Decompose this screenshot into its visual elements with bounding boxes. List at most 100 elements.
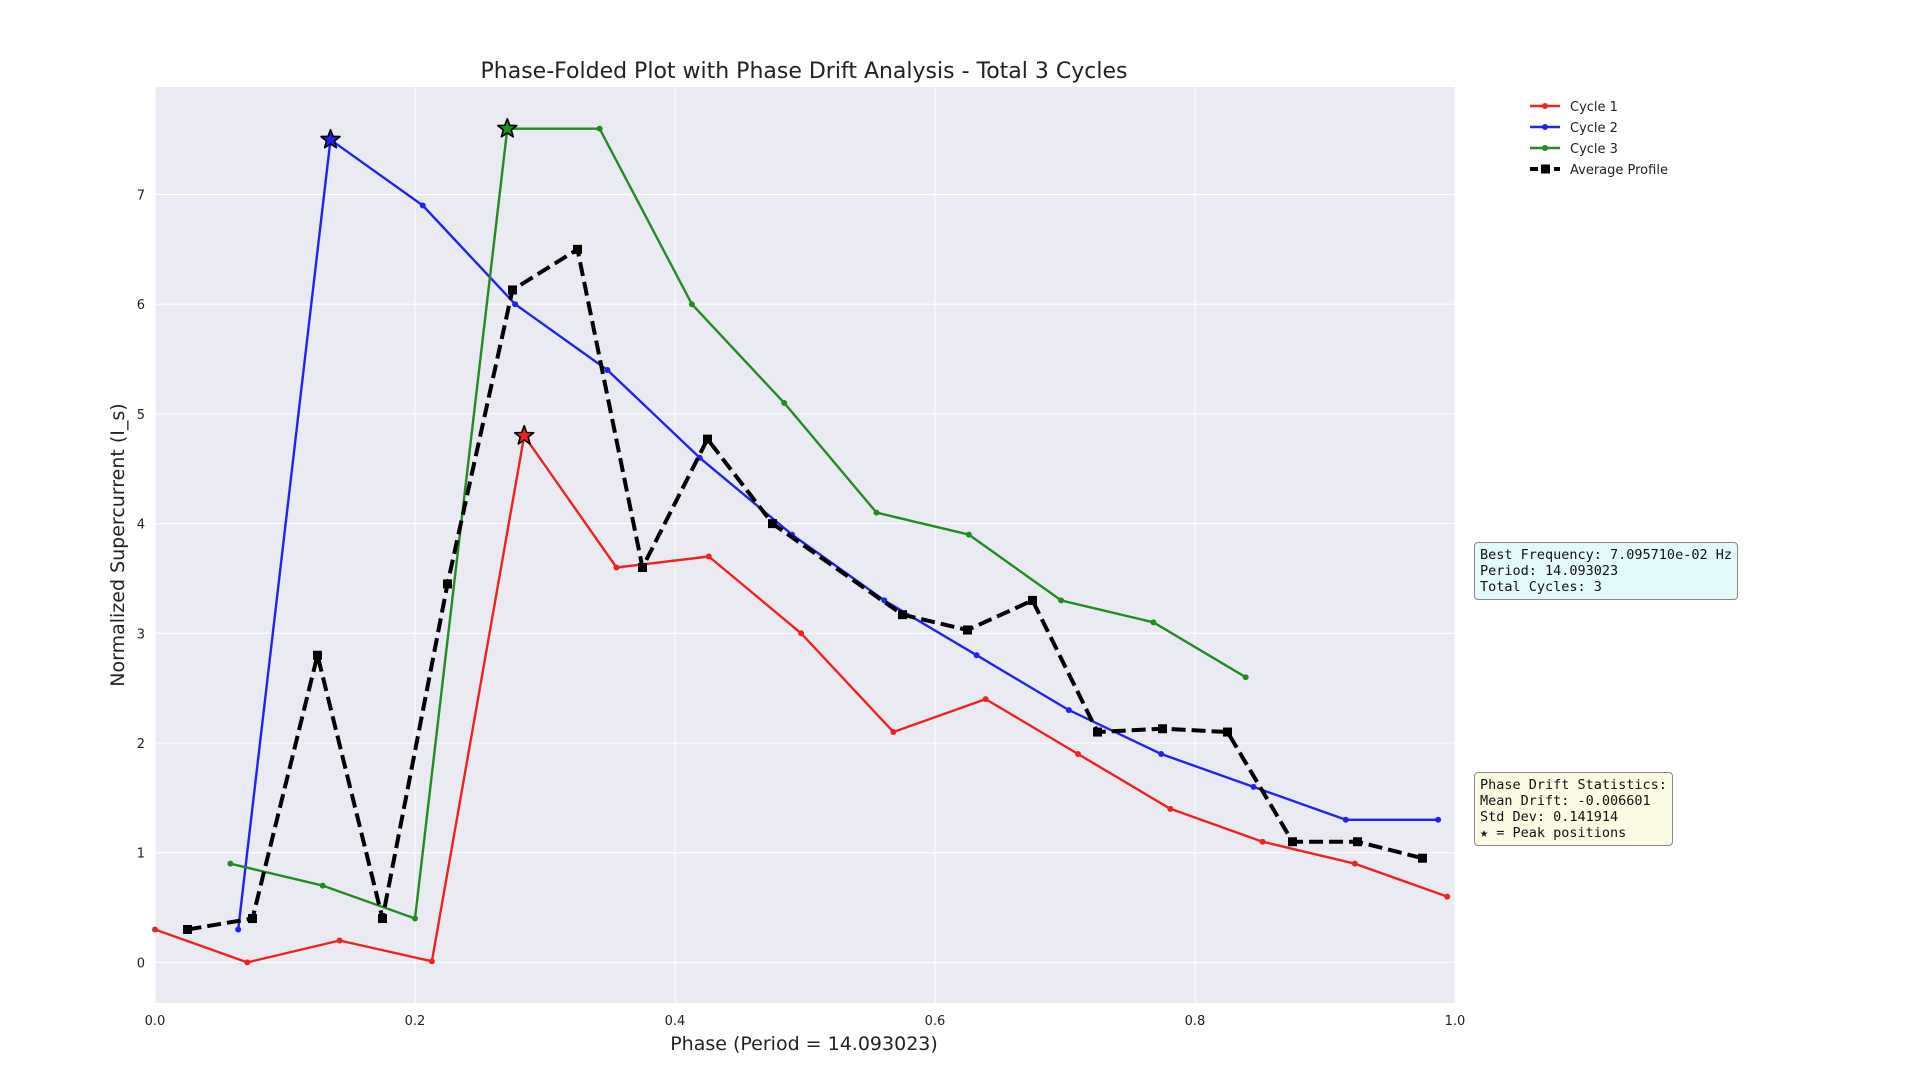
- data-point: [1418, 853, 1427, 863]
- data-point: [1435, 816, 1442, 823]
- legend-marker: [1542, 145, 1548, 151]
- data-point: [703, 434, 712, 444]
- x-tick-label: 0.8: [1185, 1014, 1206, 1029]
- data-point: [313, 650, 322, 660]
- data-point: [378, 914, 387, 924]
- data-point: [1351, 860, 1358, 867]
- data-point: [881, 597, 888, 604]
- data-point: [183, 925, 192, 935]
- data-point: [768, 519, 777, 529]
- info-line-period: Period: 14.093023: [1480, 563, 1619, 579]
- data-point: [973, 652, 980, 659]
- data-point: [573, 244, 582, 254]
- data-point: [1353, 837, 1362, 847]
- data-point: [873, 509, 880, 516]
- x-tick-label: 0.2: [405, 1014, 426, 1029]
- stats-line-peak-note: ★ = Peak positions: [1480, 825, 1627, 841]
- data-point: [1288, 837, 1297, 847]
- data-point: [412, 915, 418, 922]
- legend-label: Cycle 3: [1570, 142, 1618, 157]
- peak-star-cycle-2: [320, 128, 341, 149]
- info-line-cycles: Total Cycles: 3: [1480, 579, 1602, 595]
- data-point: [963, 625, 972, 635]
- y-tick-label: 7: [137, 189, 145, 204]
- data-point: [638, 562, 647, 572]
- data-point: [1075, 750, 1081, 757]
- peak-star-cycle-3: [497, 117, 518, 138]
- data-point: [443, 579, 452, 589]
- data-point: [1150, 619, 1157, 626]
- data-point: [1242, 674, 1249, 681]
- series-layer: [152, 125, 1451, 966]
- data-point: [1342, 816, 1349, 823]
- data-point: [1093, 727, 1102, 737]
- legend-entry-cycle-1: Cycle 1: [1530, 100, 1618, 115]
- y-tick-label: 0: [137, 956, 145, 971]
- data-point: [965, 531, 972, 538]
- data-point: [1167, 805, 1174, 812]
- data-point: [227, 860, 234, 867]
- legend-label: Average Profile: [1570, 163, 1668, 178]
- data-point: [244, 959, 251, 966]
- legend: Cycle 1 Cycle 2 Cycle 3 Average Profile: [1530, 100, 1668, 178]
- x-tick-label: 0.4: [665, 1014, 686, 1029]
- info-line-frequency: Best Frequency: 7.095710e-02 Hz: [1480, 547, 1732, 563]
- y-tick-label: 1: [137, 847, 145, 862]
- data-point: [890, 729, 897, 736]
- data-point: [1259, 838, 1266, 845]
- legend-entry-cycle-3: Cycle 3: [1530, 142, 1618, 157]
- x-tick-label: 1.0: [1445, 1014, 1466, 1029]
- series-average-profile: [183, 244, 1427, 935]
- stats-line-std-dev: Std Dev: 0.141914: [1480, 809, 1619, 825]
- data-point: [604, 367, 611, 374]
- data-point: [596, 125, 603, 132]
- series-cycle-1: [152, 432, 1451, 966]
- legend-entry-average-profile: Average Profile: [1530, 163, 1668, 178]
- data-point: [152, 926, 158, 933]
- data-point: [419, 202, 426, 209]
- y-tick-label: 6: [137, 298, 145, 313]
- legend-marker: [1542, 103, 1548, 109]
- legend-label: Cycle 2: [1570, 121, 1618, 136]
- data-point: [781, 399, 788, 406]
- data-point: [1065, 707, 1072, 714]
- data-point: [898, 610, 907, 620]
- peak-markers: [320, 117, 535, 445]
- peak-star-cycle-1: [513, 425, 535, 445]
- stats-line-mean-drift: Mean Drift: -0.006601: [1480, 793, 1651, 809]
- x-tick-label: 0.0: [145, 1014, 166, 1029]
- data-point: [1028, 595, 1037, 605]
- frequency-info-box: Best Frequency: 7.095710e-02 Hz Period: …: [1474, 542, 1738, 600]
- phase-drift-stats-box: Phase Drift Statistics: Mean Drift: -0.0…: [1474, 772, 1673, 846]
- legend-label: Cycle 1: [1570, 100, 1618, 115]
- data-point: [1158, 724, 1167, 734]
- data-point: [428, 958, 435, 965]
- data-point: [235, 926, 242, 933]
- data-point: [613, 564, 620, 571]
- y-tick-label: 2: [137, 737, 145, 752]
- data-point: [336, 937, 343, 944]
- data-point: [688, 301, 695, 308]
- x-axis-label: Phase (Period = 14.093023): [670, 1033, 938, 1055]
- chart-title: Phase-Folded Plot with Phase Drift Analy…: [481, 59, 1128, 84]
- data-point: [1158, 750, 1165, 757]
- data-point: [1058, 597, 1065, 604]
- legend-marker: [1541, 164, 1550, 174]
- data-point: [512, 301, 519, 308]
- x-tick-label: 0.6: [925, 1014, 946, 1029]
- data-point: [1444, 893, 1451, 900]
- legend-entry-cycle-2: Cycle 2: [1530, 121, 1618, 136]
- data-point: [1223, 727, 1232, 737]
- data-point: [1250, 783, 1257, 790]
- stats-line-heading: Phase Drift Statistics:: [1480, 777, 1667, 793]
- data-point: [319, 882, 326, 889]
- data-point: [705, 553, 712, 560]
- legend-marker: [1542, 124, 1548, 130]
- data-point: [982, 696, 989, 703]
- data-point: [798, 630, 805, 637]
- axis-ticks: 0.0 0.2 0.4 0.6 0.8 1.0 0 1 2 3 4 5 6 7: [137, 189, 1466, 1029]
- series-line-cycle-3: [230, 127, 1247, 920]
- y-tick-label: 5: [137, 408, 145, 423]
- y-tick-label: 4: [137, 518, 145, 533]
